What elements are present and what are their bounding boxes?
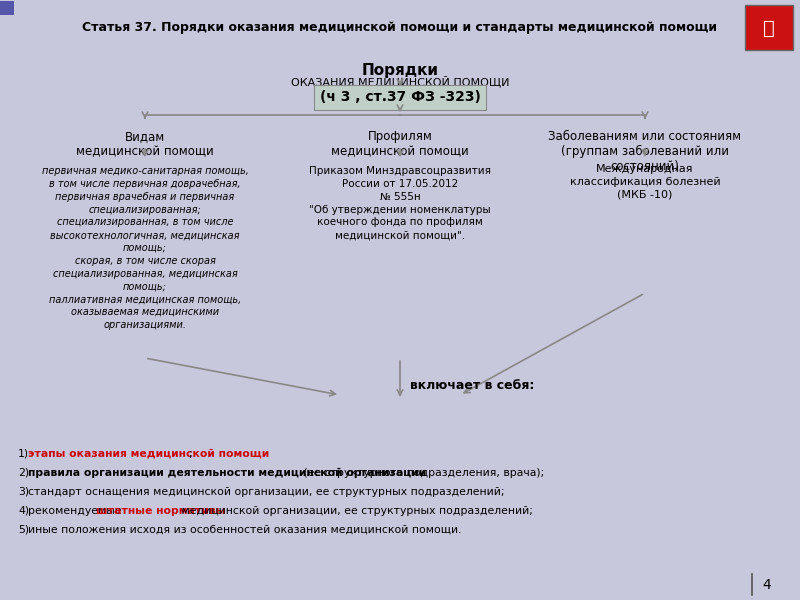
Text: 🐎: 🐎 [763,19,775,38]
Text: (ее структурного подразделения, врача);: (ее структурного подразделения, врача); [299,468,544,478]
Text: (ч 3 , ст.37 ФЗ -323): (ч 3 , ст.37 ФЗ -323) [319,90,481,104]
Text: Приказом Минздравсоцразвития
России от 17.05.2012
№ 555н
"Об утверждении номенкл: Приказом Минздравсоцразвития России от 1… [309,166,491,240]
Text: 2): 2) [18,468,29,478]
Text: медицинской организации, ее структурных подразделений;: медицинской организации, ее структурных … [178,506,534,516]
Text: первичная медико-санитарная помощь,
в том числе первичная доврачебная,
первичная: первичная медико-санитарная помощь, в то… [42,166,249,330]
Text: этапы оказания медицинской помощи: этапы оказания медицинской помощи [28,449,270,459]
Text: включает в себя:: включает в себя: [410,379,534,392]
Text: иные положения исходя из особенностей оказания медицинской помощи.: иные положения исходя из особенностей ок… [28,525,462,535]
Text: рекомендуемые: рекомендуемые [28,506,125,516]
Text: штатные нормативы: штатные нормативы [96,506,226,516]
Text: 5): 5) [18,525,29,535]
Text: 4: 4 [762,578,770,592]
Text: Видам
медицинской помощи: Видам медицинской помощи [76,130,214,158]
Text: ОКАЗАНИЯ МЕДИЦИНСКОЙ ПОМОЩИ: ОКАЗАНИЯ МЕДИЦИНСКОЙ ПОМОЩИ [290,76,510,88]
Text: правила организации деятельности медицинской организации: правила организации деятельности медицин… [28,468,426,478]
Text: Профилям
медицинской помощи: Профилям медицинской помощи [331,130,469,158]
Text: 4): 4) [18,506,29,516]
Text: Порядки: Порядки [362,63,438,78]
Text: 3): 3) [18,487,29,497]
Text: Статья 37. Порядки оказания медицинской помощи и стандарты медицинской помощи: Статья 37. Порядки оказания медицинской … [82,20,718,34]
Text: 1): 1) [18,449,29,459]
Text: ;: ; [188,449,192,459]
Text: Заболеваниям или состояниям
(группам заболеваний или
состояний): Заболеваниям или состояниям (группам заб… [549,130,742,173]
Bar [0,1,14,15]
Text: Международная
классификация болезней
(МКБ -10): Международная классификация болезней (МК… [570,164,720,200]
Text: стандарт оснащения медицинской организации, ее структурных подразделений;: стандарт оснащения медицинской организац… [28,487,505,497]
Bar [745,5,793,50]
